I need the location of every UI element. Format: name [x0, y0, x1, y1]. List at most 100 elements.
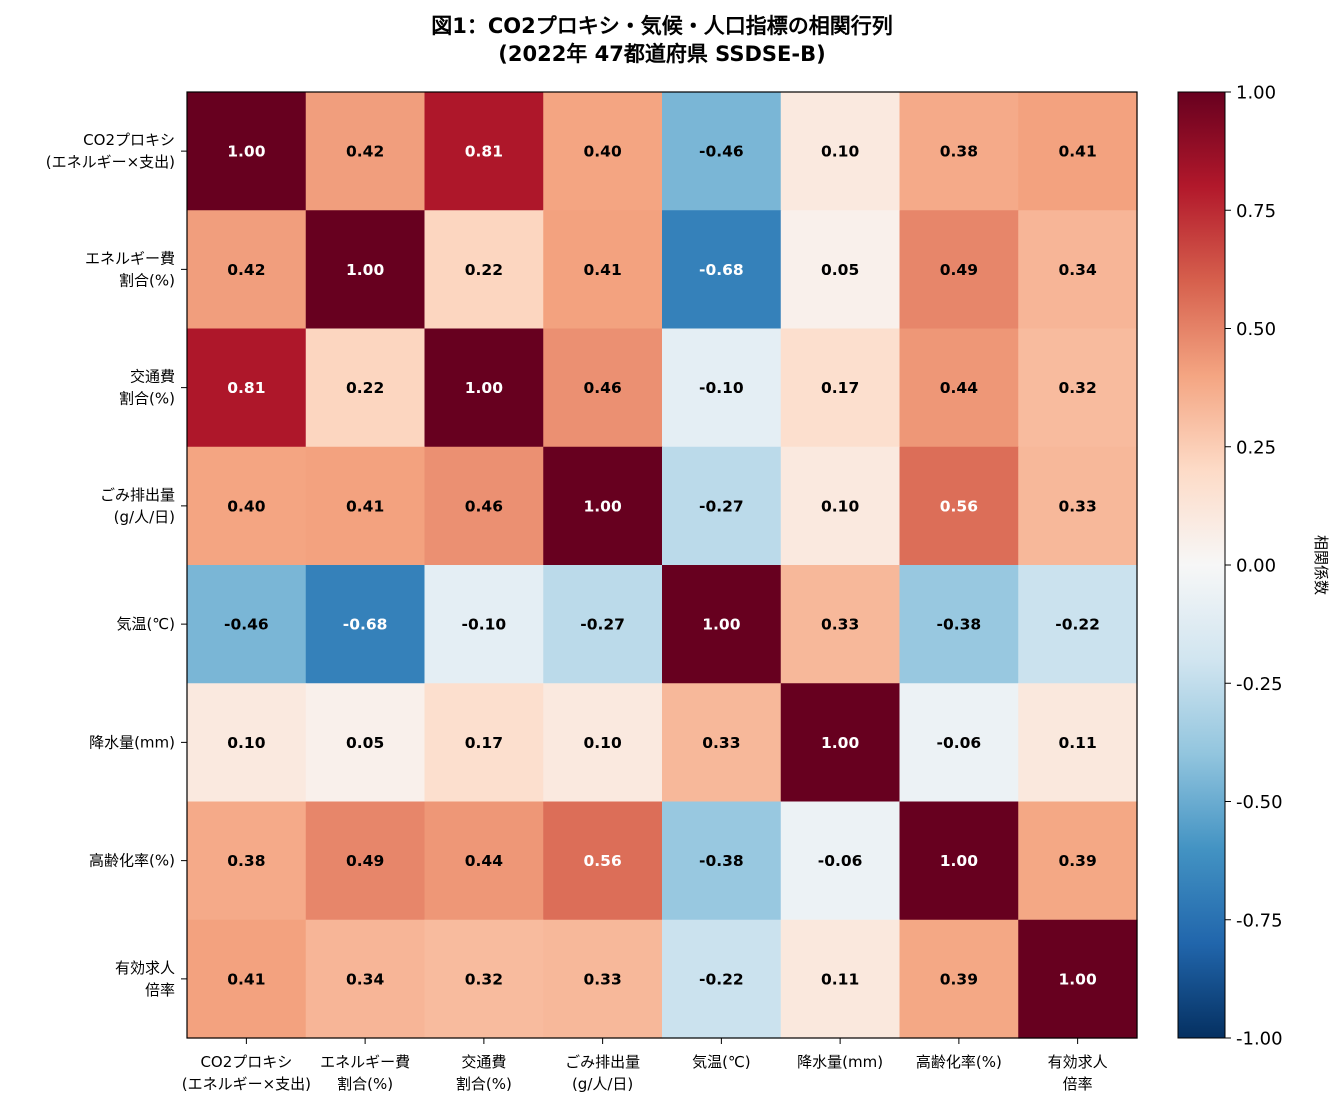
column-tick-label: (エネルギー×支出) — [182, 1075, 311, 1093]
cell-value-label: 0.05 — [821, 261, 859, 279]
cell-value-label: 0.10 — [227, 734, 265, 752]
heatmap-cell — [780, 683, 901, 803]
heatmap-cell — [1018, 328, 1138, 448]
colorbar-tick-label: -0.50 — [1236, 792, 1283, 813]
heatmap-cell — [424, 801, 544, 921]
heatmap-cell — [899, 328, 1019, 448]
heatmap-frame — [186, 91, 1138, 1039]
heatmap-cell — [780, 801, 901, 921]
heatmap-cell — [662, 446, 782, 566]
row-tick-label: エネルギー費 — [85, 249, 175, 267]
cell-value-label: 1.00 — [346, 261, 384, 279]
row-tick-label: (g/人/日) — [114, 508, 175, 526]
heatmap-cell — [662, 210, 782, 330]
cell-value-label: 0.56 — [584, 852, 622, 870]
cell-value-label: 1.00 — [227, 143, 265, 161]
row-tick-label: 倍率 — [145, 981, 175, 999]
heatmap-cell — [187, 919, 307, 1039]
row-tick-label: CO2プロキシ — [83, 131, 175, 149]
colorbar-tick-label: 0.25 — [1236, 437, 1276, 458]
heatmap-cell — [543, 919, 663, 1039]
cell-value-label: 0.22 — [346, 379, 384, 397]
cell-value-label: 1.00 — [940, 852, 978, 870]
heatmap-cell — [305, 446, 426, 566]
row-tick-label: (エネルギー×支出) — [46, 153, 175, 171]
heatmap-cell — [305, 683, 426, 803]
heatmap-cell — [543, 565, 663, 684]
cell-value-label: 0.32 — [1059, 379, 1097, 397]
heatmap-cell — [187, 683, 307, 803]
cell-value-label: 0.44 — [465, 852, 503, 870]
heatmap-cell — [899, 446, 1019, 566]
heatmap-cell — [899, 919, 1019, 1039]
heatmap-cell — [305, 565, 426, 684]
column-tick-label: 高齢化率(%) — [916, 1053, 1002, 1071]
cell-value-label: 0.41 — [227, 970, 265, 988]
column-tick-label: 倍率 — [1063, 1075, 1093, 1093]
heatmap-cell — [424, 446, 544, 566]
column-tick-label: (g/人/日) — [572, 1075, 633, 1093]
cell-value-label: 0.11 — [1059, 734, 1097, 752]
cell-value-label: 0.81 — [227, 379, 265, 397]
column-tick-label: 降水量(mm) — [797, 1053, 883, 1071]
cell-value-label: 0.44 — [940, 379, 978, 397]
heatmap-cell — [1018, 919, 1138, 1039]
cell-value-label: 1.00 — [584, 497, 622, 515]
cell-value-label: -0.22 — [699, 970, 744, 988]
heatmap-cell — [543, 92, 663, 211]
heatmap-cell — [424, 919, 544, 1039]
cell-value-label: -0.10 — [699, 379, 744, 397]
cell-value-label: -0.06 — [937, 734, 982, 752]
cell-value-label: 0.39 — [940, 970, 978, 988]
heatmap-cell — [899, 683, 1019, 803]
cell-value-label: 0.38 — [227, 852, 265, 870]
cell-value-label: 0.33 — [821, 616, 859, 634]
heatmap-cell — [187, 210, 307, 330]
cell-value-label: 0.10 — [584, 734, 622, 752]
heatmap-cell — [1018, 446, 1138, 566]
cell-value-label: 0.46 — [584, 379, 622, 397]
cell-value-label: 1.00 — [821, 734, 859, 752]
heatmap-cell — [662, 565, 782, 684]
cell-value-label: 0.11 — [821, 970, 859, 988]
heatmap-cell — [424, 328, 544, 448]
colorbar-gradient — [1177, 91, 1226, 1039]
colorbar-label: 相関係数 — [1312, 535, 1330, 595]
cell-value-label: 1.00 — [465, 379, 503, 397]
heatmap-cell — [305, 919, 426, 1039]
cell-value-label: -0.38 — [699, 852, 744, 870]
cell-value-label: 0.56 — [940, 497, 978, 515]
cell-value-label: 0.10 — [821, 143, 859, 161]
cell-value-label: -0.38 — [937, 616, 982, 634]
chart-title: 図1：CO2プロキシ・気候・人口指標の相関行列 (2022年 47都道府県 SSD… — [431, 14, 893, 66]
heatmap-cell — [187, 328, 307, 448]
heatmap-cell — [662, 801, 782, 921]
cell-value-label: -0.27 — [699, 497, 744, 515]
heatmap-cell — [899, 92, 1019, 211]
row-tick-label: 降水量(mm) — [89, 733, 175, 751]
cell-value-label: 0.17 — [465, 734, 503, 752]
column-tick-label: ごみ排出量 — [565, 1053, 640, 1071]
heatmap-cell — [780, 919, 901, 1039]
heatmap-cell — [1018, 565, 1138, 684]
heatmap-cell — [662, 919, 782, 1039]
column-tick-label: CO2プロキシ — [200, 1053, 292, 1071]
column-tick-label: 有効求人 — [1048, 1053, 1108, 1071]
cell-value-label: 0.32 — [465, 970, 503, 988]
heatmap-cell — [780, 92, 901, 211]
heatmap-cell — [187, 565, 307, 684]
heatmap-cell — [543, 683, 663, 803]
heatmap-cell — [1018, 801, 1138, 921]
cell-value-label: 0.33 — [584, 970, 622, 988]
heatmap-cell — [1018, 92, 1138, 211]
heatmap-cell — [424, 210, 544, 330]
row-tick-label: 交通費 — [130, 368, 175, 386]
cell-value-label: 0.38 — [940, 143, 978, 161]
heatmap-cell — [424, 565, 544, 684]
heatmap-cell — [780, 446, 901, 566]
cell-value-label: 0.40 — [227, 497, 265, 515]
cell-value-label: -0.10 — [462, 616, 507, 634]
heatmap-cell — [187, 92, 307, 211]
cell-value-label: 0.41 — [346, 497, 384, 515]
